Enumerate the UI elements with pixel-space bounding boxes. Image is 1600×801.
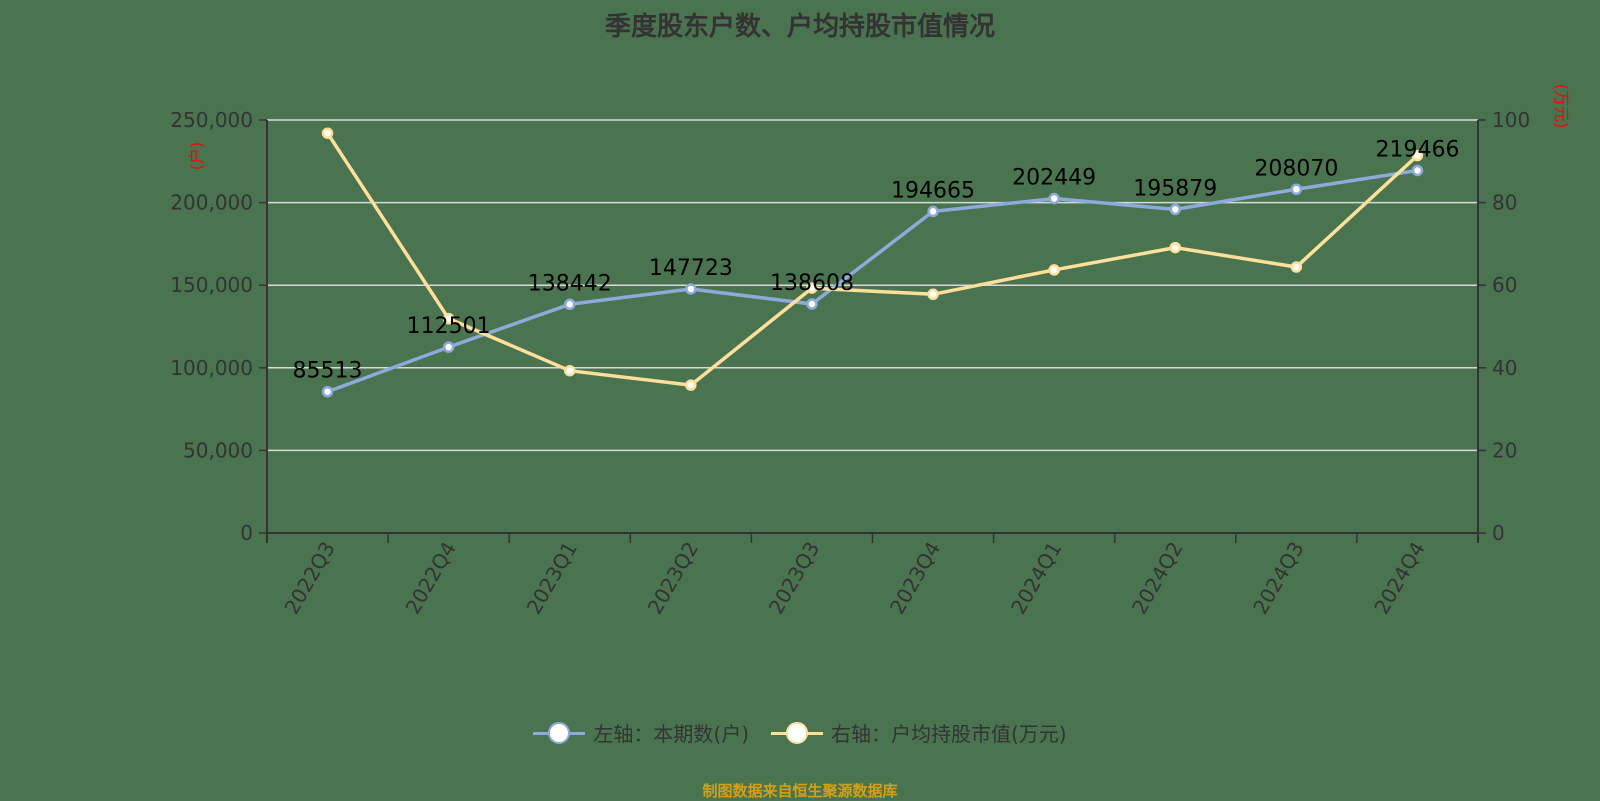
- x-axis-tick-label: 2022Q4: [401, 538, 461, 619]
- legend: 左轴：本期数(户) 右轴：户均持股市值(万元): [0, 718, 1600, 747]
- data-label: 219466: [1375, 137, 1459, 162]
- series-lines: [321, 127, 1424, 398]
- data-point-marker[interactable]: [321, 127, 334, 139]
- left-axis-tick-label: 200,000: [170, 191, 253, 215]
- gridlines: [267, 119, 1478, 452]
- legend-label: 左轴：本期数(户): [593, 722, 749, 746]
- series-line-avg-market-value: [326, 132, 1419, 387]
- data-point-marker[interactable]: [1411, 164, 1424, 177]
- right-axis-tick-label: 0: [1492, 521, 1505, 545]
- left-axis-tick-label: 250,000: [170, 108, 253, 132]
- x-axis-tick-label: 2024Q2: [1127, 538, 1187, 619]
- left-axis-tick-label: 0: [240, 521, 253, 545]
- right-axis-tick-label: 40: [1492, 356, 1517, 380]
- data-point-marker[interactable]: [1048, 192, 1060, 205]
- left-axis-unit: (户): [187, 142, 206, 171]
- data-point-marker[interactable]: [564, 364, 576, 377]
- chart-title: 季度股东户数、户均持股市值情况: [604, 12, 995, 42]
- data-point-marker[interactable]: [1411, 149, 1424, 162]
- right-axis-unit: (万元): [1552, 84, 1571, 129]
- data-label: 138442: [528, 271, 612, 296]
- x-axis-tick-label: 2022Q3: [279, 538, 339, 619]
- source-note: 制图数据来自恒生聚源数据库: [702, 782, 898, 800]
- data-labels: 85513 112501 138442 147723 138608 194665 20244…: [293, 137, 1460, 383]
- data-label: 147723: [649, 256, 733, 281]
- legend-line-marker-icon: [533, 721, 586, 745]
- legend-item-left-axis[interactable]: 左轴：本期数(户): [533, 718, 749, 747]
- data-label: 112501: [407, 314, 491, 339]
- data-label: 85513: [293, 359, 363, 384]
- x-axis-tick-label: 2024Q4: [1369, 538, 1429, 619]
- data-point-marker[interactable]: [685, 379, 697, 391]
- data-label: 138608: [770, 271, 854, 296]
- x-axis-tick-label: 2024Q1: [1006, 538, 1066, 619]
- data-point-marker[interactable]: [442, 341, 455, 353]
- right-axis-tick-label: 20: [1492, 438, 1517, 462]
- data-point-marker[interactable]: [1290, 183, 1303, 196]
- right-axis-tick-label: 100: [1492, 108, 1530, 132]
- data-label: 195879: [1133, 176, 1217, 201]
- axes: 0 50,000 100,000 150,000 200,000 250,000 0 20 40…: [170, 84, 1571, 618]
- x-axis-tick-label: 2023Q3: [764, 538, 824, 619]
- x-axis-tick-label: 2023Q4: [885, 538, 945, 619]
- data-label: 208070: [1254, 156, 1338, 181]
- data-point-marker[interactable]: [1048, 264, 1060, 276]
- data-point-marker[interactable]: [442, 312, 455, 325]
- left-axis-tick-label: 150,000: [170, 273, 253, 297]
- data-point-marker[interactable]: [806, 282, 818, 294]
- left-axis-tick-label: 50,000: [183, 438, 253, 462]
- right-axis-tick-label: 60: [1492, 273, 1517, 297]
- data-point-marker[interactable]: [927, 205, 939, 218]
- data-point-marker[interactable]: [1290, 261, 1303, 273]
- right-axis-tick-label: 80: [1492, 191, 1517, 215]
- data-point-marker[interactable]: [1169, 203, 1181, 216]
- series-line-shareholders: [326, 168, 1418, 394]
- data-label: 194665: [891, 178, 975, 203]
- data-point-marker[interactable]: [321, 385, 334, 398]
- data-point-marker[interactable]: [564, 298, 576, 311]
- data-point-marker[interactable]: [927, 288, 939, 301]
- data-point-marker[interactable]: [806, 298, 818, 310]
- data-point-marker[interactable]: [1169, 241, 1181, 254]
- x-axis-tick-label: 2023Q1: [522, 538, 582, 619]
- legend-item-right-axis[interactable]: 右轴：户均持股市值(万元): [771, 718, 1067, 747]
- x-axis-tick-label: 2024Q3: [1248, 538, 1308, 619]
- left-axis-tick-label: 100,000: [170, 356, 253, 380]
- x-axis-tick-label: 2023Q2: [643, 538, 703, 619]
- data-label: 202449: [1012, 166, 1096, 191]
- data-point-marker[interactable]: [685, 283, 697, 295]
- legend-line-marker-icon: [771, 721, 823, 745]
- legend-label: 右轴：户均持股市值(万元): [831, 722, 1067, 746]
